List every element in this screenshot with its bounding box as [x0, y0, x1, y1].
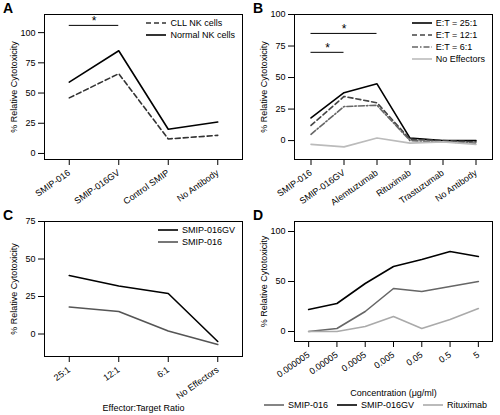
- svg-text:SMIP-016GV: SMIP-016GV: [297, 167, 347, 207]
- svg-text:12:1: 12:1: [101, 365, 121, 383]
- svg-text:0.005: 0.005: [372, 350, 396, 371]
- svg-text:Effector:Target Ratio: Effector:Target Ratio: [103, 403, 185, 413]
- svg-text:25: 25: [25, 291, 35, 301]
- svg-text:0: 0: [30, 148, 35, 158]
- svg-text:0.05: 0.05: [404, 350, 424, 368]
- svg-text:50: 50: [25, 88, 35, 98]
- svg-text:Trastuzumab: Trastuzumab: [397, 167, 446, 206]
- svg-text:25: 25: [275, 104, 285, 114]
- svg-text:0.5: 0.5: [437, 350, 453, 365]
- html-text:Rituximab: Rituximab: [447, 400, 487, 410]
- html-text:E:T = 6:1: E:T = 6:1: [435, 42, 473, 52]
- svg-text:SMIP-016GV: SMIP-016GV: [72, 168, 121, 207]
- svg-text:SMIP-016: SMIP-016: [275, 167, 314, 199]
- svg-text:50: 50: [275, 276, 285, 286]
- html-text:CLL NK cells: CLL NK cells: [170, 18, 223, 28]
- svg-text:75: 75: [25, 216, 35, 226]
- svg-text:No Antibody: No Antibody: [175, 167, 221, 203]
- html-text:SMIP-016: SMIP-016: [288, 400, 328, 410]
- svg-text:% Relative Cytotoxicity: % Relative Cytotoxicity: [9, 243, 19, 335]
- svg-text:50: 50: [25, 254, 35, 264]
- svg-text:0: 0: [280, 326, 285, 336]
- svg-text:25: 25: [25, 118, 35, 128]
- svg-text:*: *: [342, 22, 347, 36]
- html-text:SMIP-016GV: SMIP-016GV: [182, 225, 235, 235]
- html-text:D: D: [253, 207, 264, 223]
- svg-text:*: *: [92, 14, 97, 28]
- html-text:No Effectors: No Effectors: [435, 54, 485, 64]
- svg-text:5: 5: [471, 350, 481, 361]
- html-text:A: A: [3, 0, 14, 16]
- svg-text:0.000005: 0.000005: [275, 350, 311, 380]
- html-text:Normal NK cells: Normal NK cells: [170, 30, 235, 40]
- svg-text:0.00005: 0.00005: [307, 350, 339, 377]
- html-text:E:T = 12:1: E:T = 12:1: [435, 30, 478, 40]
- html-text:C: C: [3, 207, 14, 223]
- html-text:B: B: [253, 0, 264, 16]
- svg-text:0: 0: [280, 135, 285, 145]
- svg-text:25:1: 25:1: [52, 365, 72, 383]
- svg-text:Rituximab: Rituximab: [374, 167, 413, 199]
- svg-text:No Effectors: No Effectors: [174, 364, 221, 401]
- svg-text:% Relative Cytotoxicity: % Relative Cytotoxicity: [259, 235, 269, 327]
- svg-text:100: 100: [20, 28, 35, 38]
- svg-text:Concentration (μg/ml): Concentration (μg/ml): [350, 388, 437, 398]
- svg-text:0.0005: 0.0005: [340, 350, 368, 374]
- svg-text:6:1: 6:1: [155, 365, 171, 380]
- html-text:SMIP-016GV: SMIP-016GV: [361, 400, 414, 410]
- svg-text:Alemtuzumab: Alemtuzumab: [329, 168, 380, 207]
- svg-text:No Antibody: No Antibody: [433, 167, 479, 203]
- html-text:SMIP-016: SMIP-016: [182, 237, 222, 247]
- svg-text:SMIP-016: SMIP-016: [34, 168, 73, 199]
- svg-text:75: 75: [275, 41, 285, 51]
- svg-text:75: 75: [25, 58, 35, 68]
- svg-text:100: 100: [270, 9, 285, 19]
- svg-text:% Relative Cytotoxicity: % Relative Cytotoxicity: [9, 41, 19, 133]
- html-text:E:T = 25:1: E:T = 25:1: [435, 18, 478, 28]
- svg-text:100: 100: [270, 226, 285, 236]
- svg-text:% Relative Cytotoxicity: % Relative Cytotoxicity: [259, 41, 269, 133]
- svg-text:0: 0: [30, 329, 35, 339]
- svg-text:Control SMIP: Control SMIP: [121, 168, 171, 207]
- svg-text:*: *: [325, 41, 330, 55]
- svg-text:50: 50: [275, 72, 285, 82]
